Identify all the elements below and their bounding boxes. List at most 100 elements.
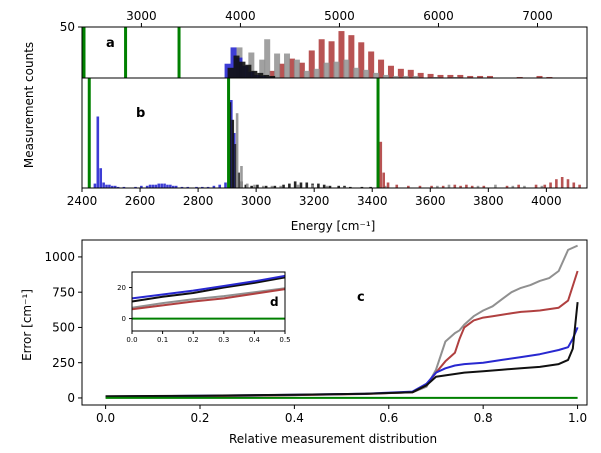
panel-a-bar-3-2 xyxy=(239,61,246,78)
panel-c-series-line-blue xyxy=(105,327,579,398)
panel-b-bar-2-1 xyxy=(240,166,243,188)
panel-b-bar-3-18 xyxy=(555,179,558,188)
panel-a-top-tick-label-0: 3000 xyxy=(126,9,157,23)
panel-a-bar-0-2 xyxy=(288,58,295,78)
panel-a-bar-0-10 xyxy=(368,51,375,78)
panel-b-bar-3-11 xyxy=(470,185,474,188)
panel-c-label: c xyxy=(357,290,365,305)
panel-a-bar-3-7 xyxy=(269,75,276,78)
panel-a-bar-0-7 xyxy=(338,31,345,78)
panel-b-bar-0-24 xyxy=(186,186,190,188)
panel-b-bar-1-11 xyxy=(288,183,291,188)
panel-a-bar-3-6 xyxy=(263,74,270,78)
panel-b-bar-1-16 xyxy=(317,183,320,188)
panel-b-bar-0-27 xyxy=(206,186,210,188)
panel-a-bar-0-19 xyxy=(457,74,464,78)
panel-b-x-tick-label-5: 3400 xyxy=(357,194,388,208)
panel-d-series-line-blue xyxy=(131,274,286,300)
x-axis-label-energy: Energy [cm⁻¹] xyxy=(291,219,376,233)
panel-a-bar-1-7 xyxy=(303,70,310,78)
panel-b-bar-1-6 xyxy=(250,185,253,188)
panel-b-label: b xyxy=(136,106,145,121)
panel-b-bar-1-3 xyxy=(237,172,240,188)
panel-b-bar-1-7 xyxy=(256,184,259,188)
panel-d: 0.0 0.1 0.2 0.3 0.4 0.5 0 20 xyxy=(117,271,291,344)
panel-a-bar-1-13 xyxy=(363,69,370,78)
panel-b-bar-2-5 xyxy=(270,185,274,188)
panel-b-bar-2-15 xyxy=(494,184,497,188)
panel-d-x-tick-label-0: 0.0 xyxy=(126,336,137,344)
panel-b-bar-0-17 xyxy=(160,183,163,188)
panel-a-bar-0-25 xyxy=(546,76,553,78)
panel-d-y-tick-label-1: 20 xyxy=(117,284,126,292)
panel-a-bar-1-8 xyxy=(313,68,320,78)
panel-b-x-tick-label-8: 4000 xyxy=(531,194,562,208)
panel-a-bar-0-12 xyxy=(387,65,394,78)
panel-b-bar-0-18 xyxy=(163,183,166,188)
panel-b-bar-3-8 xyxy=(453,184,457,188)
panel-a: 3000 4000 5000 6000 7000 50 xyxy=(60,9,588,79)
panel-b-bar-0-6 xyxy=(111,185,114,188)
panel-a-bar-0-15 xyxy=(417,72,424,78)
panel-a-top-tick-label-1: 4000 xyxy=(225,9,256,23)
panel-c-x-tick-label-4: 0.8 xyxy=(474,411,493,425)
panel-a-bar-0-9 xyxy=(358,42,365,78)
panel-b-bar-3-5 xyxy=(418,185,422,188)
panel-b-bar-0-13 xyxy=(148,184,152,188)
panel-b-bar-2-16 xyxy=(511,185,515,188)
panel-a-bar-0-6 xyxy=(328,41,335,78)
panel-b-bar-2-14 xyxy=(476,185,480,188)
panel-c-y-tick-label-3: 750 xyxy=(52,285,75,299)
panel-c-y-tick-label-2: 500 xyxy=(52,321,75,335)
x-axis-label-distribution: Relative measurement distribution xyxy=(229,432,437,446)
panel-b-bar-0-31 xyxy=(230,100,233,188)
panel-a-bar-0-16 xyxy=(427,73,434,78)
panel-b-bar-0-30 xyxy=(224,182,227,188)
panel-b-bar-1-5 xyxy=(244,184,248,188)
panel-a-bar-0-11 xyxy=(378,59,385,78)
panel-a-bar-1-2 xyxy=(259,59,266,78)
panel-a-bar-3-0 xyxy=(227,67,234,78)
panel-a-bar-1-15 xyxy=(383,74,390,78)
panel-d-series-line-gray xyxy=(131,287,286,309)
panel-b-bar-2-2 xyxy=(245,183,249,188)
panel-b-bar-1-10 xyxy=(282,184,285,188)
panel-b-bar-0-12 xyxy=(145,185,149,188)
panel-b-bar-3-13 xyxy=(505,185,509,188)
panel-b-bar-0-0 xyxy=(93,183,97,188)
panel-a-bar-1-16 xyxy=(392,75,399,78)
panel-b-bar-0-9 xyxy=(122,186,126,188)
y-axis-label-error: Error [cm⁻¹] xyxy=(20,289,34,361)
panel-b-bar-3-2 xyxy=(386,182,390,188)
panel-b-x-tick-label-7: 3800 xyxy=(473,194,504,208)
panel-c-x-tick-label-3: 0.6 xyxy=(379,411,398,425)
y-axis-label-counts: Measurement counts xyxy=(22,42,36,168)
panel-c-y-tick-label-1: 250 xyxy=(52,356,75,370)
panel-b-bar-2-8 xyxy=(311,184,314,188)
panel-a-bar-1-17 xyxy=(402,75,409,78)
panel-b-bar-1-13 xyxy=(299,182,303,188)
panel-b-bar-3-19 xyxy=(560,177,564,188)
panel-a-bar-0-21 xyxy=(477,75,484,78)
panel-a-bar-1-14 xyxy=(373,72,380,78)
panel-a-bar-1-20 xyxy=(452,76,459,78)
panel-a-bar-0-17 xyxy=(437,74,444,78)
panel-b-bar-0-4 xyxy=(105,184,108,188)
panel-c-x-tick-label-2: 0.4 xyxy=(285,411,304,425)
panel-b-bar-1-1 xyxy=(231,119,235,188)
panel-b-bar-1-19 xyxy=(337,185,341,188)
panel-b-bar-3-22 xyxy=(578,184,581,188)
panel-b-bar-0-8 xyxy=(116,186,120,188)
panel-b-bar-3-6 xyxy=(430,185,433,188)
panel-a-bar-3-5 xyxy=(257,72,264,78)
panel-b-bar-2-18 xyxy=(540,185,544,188)
panel-a-top-tick-label-4: 7000 xyxy=(522,9,553,23)
panel-d-frame xyxy=(131,271,286,332)
panel-b-bar-0-5 xyxy=(108,184,111,188)
panel-b-bar-3-14 xyxy=(517,184,520,188)
panel-b-bar-0-22 xyxy=(174,185,178,188)
panel-a-bar-0-4 xyxy=(308,50,315,78)
panel-a-bar-0-8 xyxy=(348,35,355,78)
panel-b-bar-2-3 xyxy=(253,184,256,188)
panel-b-bar-2-10 xyxy=(343,186,346,188)
